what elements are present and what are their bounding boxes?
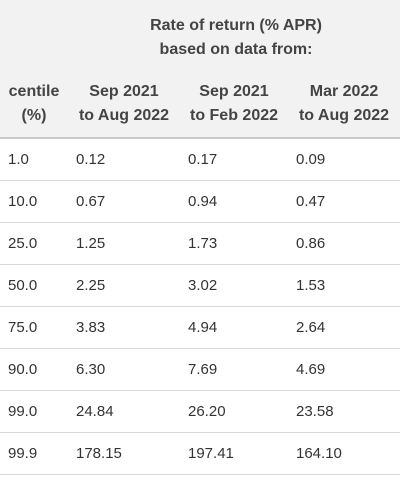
column-header-mar2022-aug2022: Mar 2022 to Aug 2022: [292, 80, 396, 128]
value-cell: 24.84: [76, 403, 114, 420]
column-header-sep2021-feb2022: Sep 2021 to Feb 2022: [184, 80, 284, 128]
table-super-title: Rate of return (% APR) based on data fro…: [72, 14, 400, 62]
value-cell: 2.64: [296, 319, 326, 336]
column-header-centile: centile (%): [0, 80, 68, 128]
value-cell: 3.02: [188, 277, 218, 294]
table-row: 99.0 24.84 26.20 23.58: [0, 391, 400, 433]
table-row: 90.0 6.30 7.69 4.69: [0, 349, 400, 391]
value-cell: 4.94: [188, 319, 218, 336]
column-header-line1: Sep 2021: [89, 83, 159, 100]
value-cell: 0.09: [296, 151, 326, 168]
value-cell: 4.69: [296, 361, 326, 378]
column-header-line2: to Aug 2022: [298, 107, 390, 124]
value-cell: 1.53: [296, 277, 326, 294]
column-header-sep2021-aug2022: Sep 2021 to Aug 2022: [72, 80, 176, 128]
table-body: 1.0 0.12 0.17 0.09 10.0 0.67 0.94 0.47 2…: [0, 139, 400, 475]
centile-cell: 1.0: [8, 151, 29, 168]
centile-cell: 99.9: [8, 445, 38, 462]
value-cell: 6.30: [76, 361, 106, 378]
value-cell: 0.67: [76, 193, 106, 210]
value-cell: 26.20: [188, 403, 226, 420]
column-header-line1: centile: [8, 83, 60, 100]
column-header-line2: to Aug 2022: [78, 107, 170, 124]
centile-cell: 10.0: [8, 193, 38, 210]
centile-cell: 90.0: [8, 361, 38, 378]
table-row: 1.0 0.12 0.17 0.09: [0, 139, 400, 181]
table-header: Rate of return (% APR) based on data fro…: [0, 0, 400, 139]
super-title-line1: Rate of return (% APR): [150, 17, 322, 34]
table-row: 50.0 2.25 3.02 1.53: [0, 265, 400, 307]
centile-cell: 99.0: [8, 403, 38, 420]
value-cell: 1.25: [76, 235, 106, 252]
value-cell: 0.47: [296, 193, 326, 210]
value-cell: 2.25: [76, 277, 106, 294]
table-row: 99.9 178.15 197.41 164.10: [0, 433, 400, 475]
value-cell: 0.86: [296, 235, 326, 252]
table-row: 75.0 3.83 4.94 2.64: [0, 307, 400, 349]
value-cell: 1.73: [188, 235, 218, 252]
value-cell: 178.15: [76, 445, 122, 462]
value-cell: 3.83: [76, 319, 106, 336]
value-cell: 7.69: [188, 361, 218, 378]
value-cell: 0.17: [188, 151, 218, 168]
column-header-line2: (%): [21, 107, 47, 124]
table-row: 10.0 0.67 0.94 0.47: [0, 181, 400, 223]
centile-cell: 25.0: [8, 235, 38, 252]
value-cell: 197.41: [188, 445, 234, 462]
column-header-line1: Mar 2022: [309, 83, 379, 100]
value-cell: 0.94: [188, 193, 218, 210]
centile-cell: 50.0: [8, 277, 38, 294]
centile-cell: 75.0: [8, 319, 38, 336]
super-title-line2: based on data from:: [159, 41, 313, 58]
value-cell: 23.58: [296, 403, 334, 420]
table-row: 25.0 1.25 1.73 0.86: [0, 223, 400, 265]
returns-table: Rate of return (% APR) based on data fro…: [0, 0, 400, 475]
column-header-line2: to Feb 2022: [189, 107, 279, 124]
column-header-line1: Sep 2021: [199, 83, 269, 100]
value-cell: 0.12: [76, 151, 106, 168]
value-cell: 164.10: [296, 445, 342, 462]
